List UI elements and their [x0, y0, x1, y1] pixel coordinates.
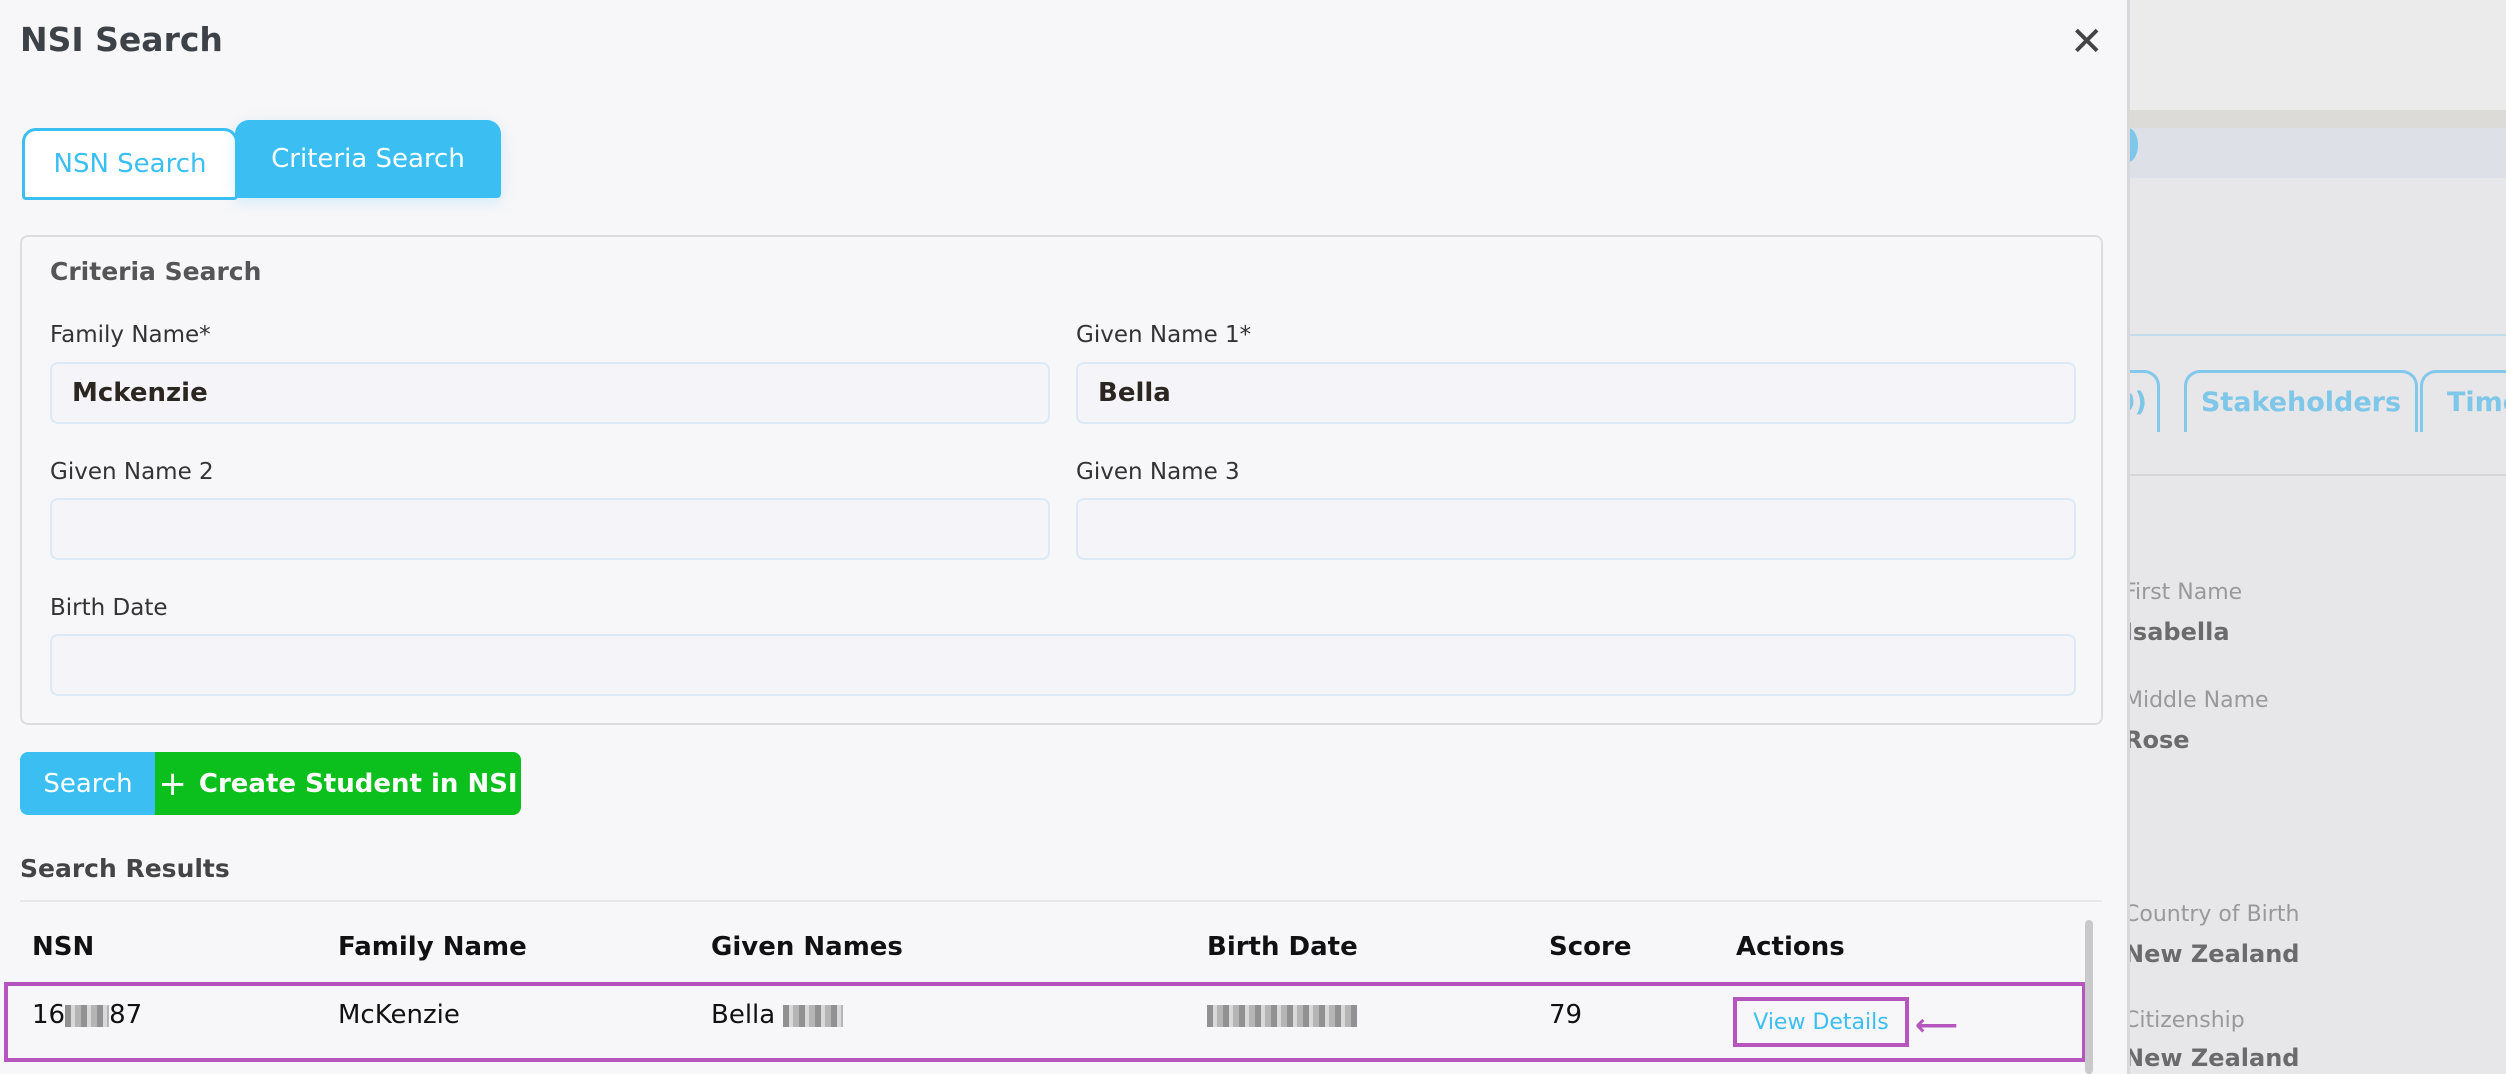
given-name-2-label: Given Name 2	[50, 459, 214, 485]
family-name-label: Family Name*	[50, 322, 211, 348]
table-row-highlight	[4, 982, 2086, 1062]
detail-label: First Name	[2124, 580, 2243, 605]
detail-value: Isabella	[2124, 618, 2230, 646]
plus-icon: +	[158, 763, 187, 804]
tab-nsn-search[interactable]: NSN Search	[22, 128, 238, 200]
background-tab-timeline[interactable]: Time	[2420, 370, 2506, 432]
cell-birth-date	[1207, 1000, 1357, 1030]
view-details-link[interactable]: View Details	[1733, 997, 1909, 1047]
create-student-button[interactable]: + Create Student in NSI	[155, 752, 521, 815]
given-name-2-input[interactable]	[50, 498, 1050, 560]
detail-label: Country of Birth	[2124, 902, 2300, 927]
nsn-prefix: 16	[32, 1000, 66, 1030]
criteria-panel: Criteria Search Family Name* Mckenzie Gi…	[20, 235, 2103, 725]
column-header-nsn: NSN	[32, 932, 95, 962]
background-banner	[2130, 128, 2506, 178]
column-header-given-names: Given Names	[711, 932, 903, 962]
cell-given-names: Bella	[711, 1000, 844, 1030]
redacted-block	[783, 1004, 844, 1027]
close-icon[interactable]: ✕	[2070, 19, 2104, 65]
create-student-label: Create Student in NSI	[198, 768, 518, 799]
background-strip	[2130, 110, 2506, 128]
cell-family-name: McKenzie	[338, 1000, 460, 1030]
column-header-family-name: Family Name	[338, 932, 527, 962]
redacted-block	[65, 1004, 110, 1027]
redacted-block	[1207, 1004, 1357, 1027]
scrollbar[interactable]	[2085, 920, 2093, 1074]
arrow-left-icon: ⟵	[1915, 1008, 1959, 1043]
nsi-search-modal: NSI Search ✕ NSN Search Criteria Search …	[0, 0, 2130, 1074]
tab-criteria-search[interactable]: Criteria Search	[235, 120, 501, 198]
panel-title: Criteria Search	[50, 257, 262, 286]
family-name-input[interactable]: Mckenzie	[50, 362, 1050, 424]
column-header-birth-date: Birth Date	[1207, 932, 1358, 962]
nsn-suffix: 87	[109, 1000, 143, 1030]
given-name-1-input[interactable]: Bella	[1076, 362, 2076, 424]
given-name-3-label: Given Name 3	[1076, 459, 1240, 485]
divider	[20, 900, 2102, 902]
birth-date-input[interactable]	[50, 634, 2076, 696]
column-header-score: Score	[1549, 932, 1632, 962]
background-tab-stakeholders[interactable]: Stakeholders	[2184, 370, 2418, 432]
detail-value: New Zealand	[2124, 940, 2300, 968]
birth-date-label: Birth Date	[50, 595, 168, 621]
background-divider	[2130, 474, 2506, 476]
detail-value: Rose	[2124, 726, 2190, 754]
detail-label: Middle Name	[2124, 688, 2269, 713]
search-results-title: Search Results	[20, 854, 230, 883]
cell-score: 79	[1549, 1000, 1583, 1030]
detail-label: Citizenship	[2124, 1008, 2245, 1033]
given-name-1-label: Given Name 1*	[1076, 322, 1252, 348]
background-divider	[2130, 334, 2506, 336]
search-button[interactable]: Search	[20, 752, 156, 815]
given-names-text: Bella	[711, 1000, 776, 1030]
detail-value: New Zealand	[2124, 1044, 2300, 1072]
modal-title: NSI Search	[20, 20, 223, 59]
background-header	[2130, 0, 2506, 110]
column-header-actions: Actions	[1736, 932, 1845, 962]
given-name-3-input[interactable]	[1076, 498, 2076, 560]
cell-nsn: 16 87	[32, 1000, 142, 1030]
